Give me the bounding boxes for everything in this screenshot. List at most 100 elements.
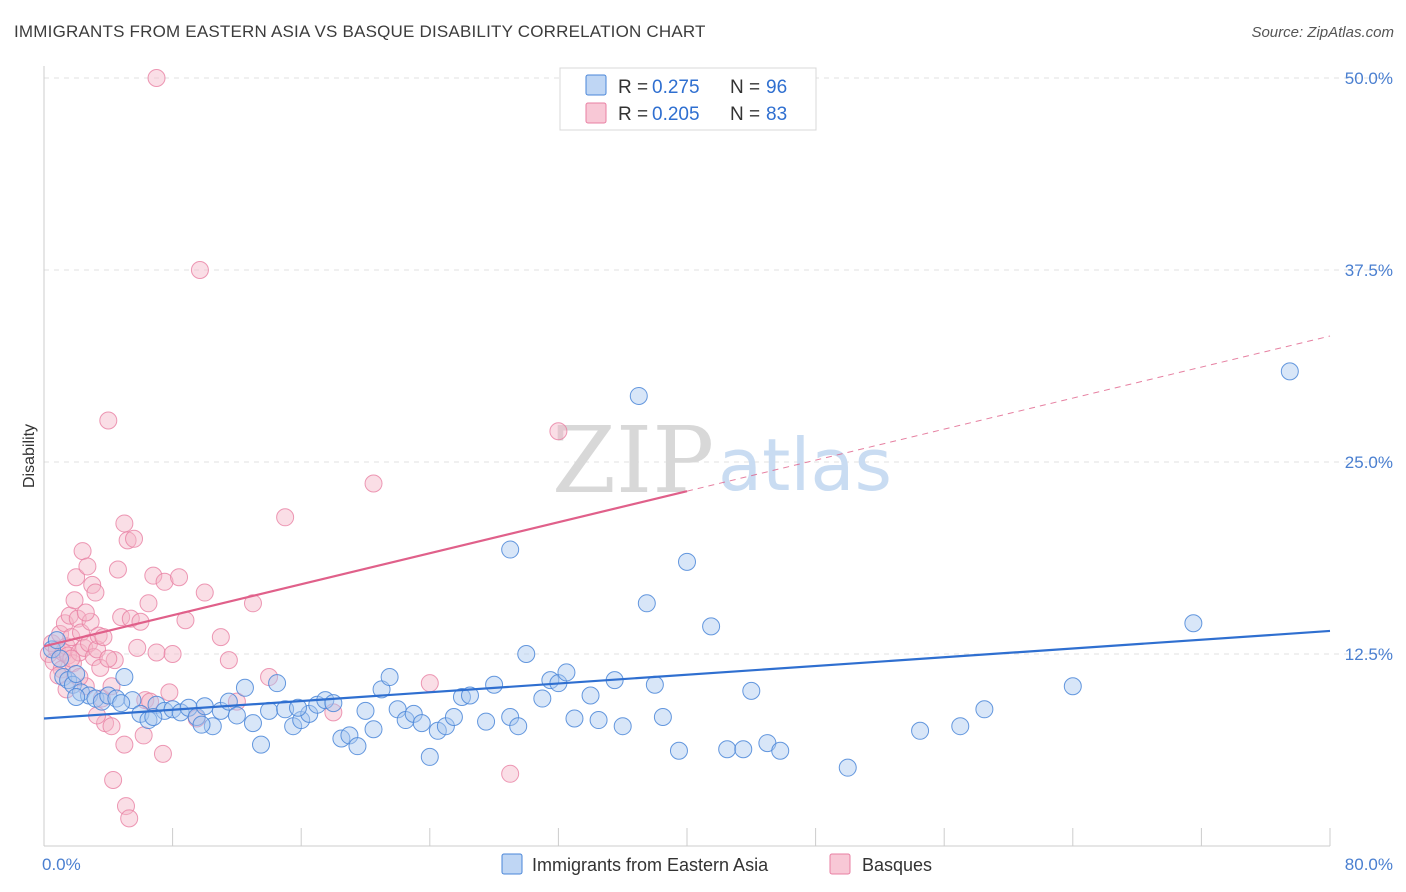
legend-r-value-2: 0.205 xyxy=(652,104,700,125)
eastern-asia-point-50 xyxy=(412,714,431,733)
eastern-asia-point-88 xyxy=(1184,614,1203,633)
eastern-asia-point-2 xyxy=(51,649,70,668)
eastern-asia-point-30 xyxy=(252,735,271,754)
eastern-asia-point-14 xyxy=(123,691,142,710)
basques-point-36 xyxy=(112,608,131,627)
basques-point-14 xyxy=(67,568,86,587)
y-tick-label-0: 12.5% xyxy=(1345,645,1393,664)
legend-r-value-1: 0.275 xyxy=(652,77,700,98)
eastern-asia-point-76 xyxy=(678,552,696,571)
legend-n-label-1: N = xyxy=(730,77,760,98)
eastern-asia-point-70 xyxy=(613,717,632,736)
eastern-asia-point-94 xyxy=(192,715,211,734)
trend-line-basques xyxy=(43,490,688,648)
basques-point-58 xyxy=(276,508,295,527)
y-tick-label-2: 37.5% xyxy=(1345,261,1393,280)
basques-point-46 xyxy=(147,643,166,662)
eastern-asia-point-42 xyxy=(348,737,367,756)
basques-point-38 xyxy=(118,531,137,550)
basques-point-65 xyxy=(104,770,123,789)
y-tick-label-3: 50.0% xyxy=(1345,69,1393,88)
basques-point-39 xyxy=(121,609,140,628)
trend-line-eastern-asia xyxy=(43,629,1331,720)
eastern-asia-point-51 xyxy=(420,747,439,766)
basques-point-67 xyxy=(120,809,139,828)
eastern-asia-point-46 xyxy=(380,668,399,687)
eastern-asia-point-61 xyxy=(517,645,536,663)
eastern-asia-point-1 xyxy=(47,631,66,650)
eastern-asia-point-83 xyxy=(838,758,857,777)
chart-title: IMMIGRANTS FROM EASTERN ASIA VS BASQUE D… xyxy=(14,22,706,41)
eastern-asia-point-78 xyxy=(718,740,737,759)
eastern-asia-point-65 xyxy=(557,663,576,682)
x-tick-labels: 0.0% 80.0% xyxy=(42,855,1393,874)
eastern-asia-point-28 xyxy=(235,678,254,697)
bottom-legend-swatch-pink xyxy=(829,853,851,875)
eastern-asia-point-74 xyxy=(653,707,672,726)
bottom-legend: Immigrants from Eastern Asia Basques xyxy=(501,853,932,875)
basques-point-34 xyxy=(105,651,124,670)
basques-point-68 xyxy=(134,726,153,745)
basques-point-70 xyxy=(115,735,134,754)
basques-point-63 xyxy=(147,69,166,87)
legend-swatch-blue xyxy=(585,74,607,96)
series-eastern-asia-points xyxy=(43,362,1299,777)
eastern-asia-point-86 xyxy=(975,700,994,719)
basques-point-32 xyxy=(99,411,118,430)
eastern-asia-point-79 xyxy=(734,740,753,759)
watermark: ZIP atlas xyxy=(552,407,892,514)
eastern-asia-point-89 xyxy=(501,540,520,559)
eastern-asia-point-29 xyxy=(243,714,262,733)
legend-swatch-pink xyxy=(585,102,607,124)
basques-point-41 xyxy=(128,638,147,657)
eastern-asia-point-91 xyxy=(67,688,86,707)
basques-point-60 xyxy=(420,674,439,693)
eastern-asia-point-84 xyxy=(911,721,930,740)
eastern-asia-point-32 xyxy=(268,674,287,693)
basques-point-49 xyxy=(170,568,189,587)
eastern-asia-point-93 xyxy=(144,707,163,726)
basques-point-53 xyxy=(211,628,230,647)
eastern-asia-point-82 xyxy=(771,741,790,760)
eastern-asia-point-68 xyxy=(589,711,608,730)
legend-r-label-1: R = xyxy=(618,77,648,98)
eastern-asia-point-80 xyxy=(742,681,761,700)
watermark-atlas: atlas xyxy=(718,423,892,507)
basques-point-26 xyxy=(86,583,105,602)
y-tick-label-1: 25.0% xyxy=(1345,453,1393,472)
x-tick-label-1: 80.0% xyxy=(1345,855,1393,874)
eastern-asia-point-73 xyxy=(645,675,664,694)
eastern-asia-point-66 xyxy=(565,709,584,728)
basques-point-59 xyxy=(364,474,383,493)
basques-point-40 xyxy=(125,529,144,548)
eastern-asia-point-6 xyxy=(67,664,86,683)
basques-point-37 xyxy=(115,514,134,533)
basques-point-54 xyxy=(219,651,238,670)
eastern-asia-point-77 xyxy=(702,617,721,636)
basques-point-45 xyxy=(144,566,163,585)
basques-point-79 xyxy=(160,683,179,702)
eastern-asia-point-54 xyxy=(444,707,463,726)
eastern-asia-point-71 xyxy=(629,386,648,405)
top-legend: R = 0.275 N = 96 R = 0.205 N = 83 xyxy=(559,67,817,131)
eastern-asia-point-62 xyxy=(533,689,552,708)
basques-point-52 xyxy=(195,583,214,602)
eastern-asia-point-72 xyxy=(637,594,656,613)
basques-point-47 xyxy=(155,572,174,591)
legend-n-value-1: 96 xyxy=(766,77,787,98)
basques-point-13 xyxy=(65,591,84,610)
basques-point-18 xyxy=(73,542,92,561)
eastern-asia-point-87 xyxy=(1063,677,1082,696)
grid-lines xyxy=(44,77,1392,655)
bottom-legend-swatch-blue xyxy=(501,853,523,875)
eastern-asia-point-95 xyxy=(288,698,307,717)
basques-point-74 xyxy=(70,668,89,687)
basques-point-61 xyxy=(501,764,520,783)
x-tick-label-0: 0.0% xyxy=(42,855,81,874)
eastern-asia-point-56 xyxy=(460,686,479,705)
eastern-asia-point-33 xyxy=(276,700,295,719)
basques-point-21 xyxy=(78,557,97,576)
legend-n-label-2: N = xyxy=(730,104,760,125)
eastern-asia-point-67 xyxy=(581,686,600,705)
source-label: Source: ZipAtlas.com xyxy=(1251,24,1394,41)
